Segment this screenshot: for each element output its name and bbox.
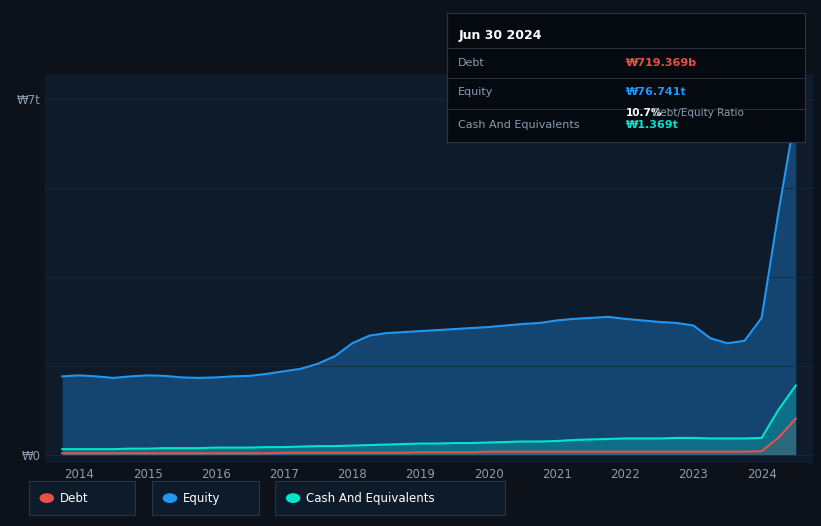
Text: Debt: Debt xyxy=(458,58,485,68)
Text: ₩719.369b: ₩719.369b xyxy=(626,58,697,68)
Text: Jun 30 2024: Jun 30 2024 xyxy=(458,28,542,42)
Text: 10.7%: 10.7% xyxy=(626,108,663,118)
Text: Debt/Equity Ratio: Debt/Equity Ratio xyxy=(649,108,744,118)
Text: ₩1.369t: ₩1.369t xyxy=(626,120,679,130)
Text: Equity: Equity xyxy=(458,87,493,97)
Text: Cash And Equivalents: Cash And Equivalents xyxy=(306,492,435,504)
Text: Cash And Equivalents: Cash And Equivalents xyxy=(458,120,580,130)
Text: Debt: Debt xyxy=(60,492,89,504)
Text: ₩76.741t: ₩76.741t xyxy=(626,87,686,97)
Text: Equity: Equity xyxy=(183,492,221,504)
